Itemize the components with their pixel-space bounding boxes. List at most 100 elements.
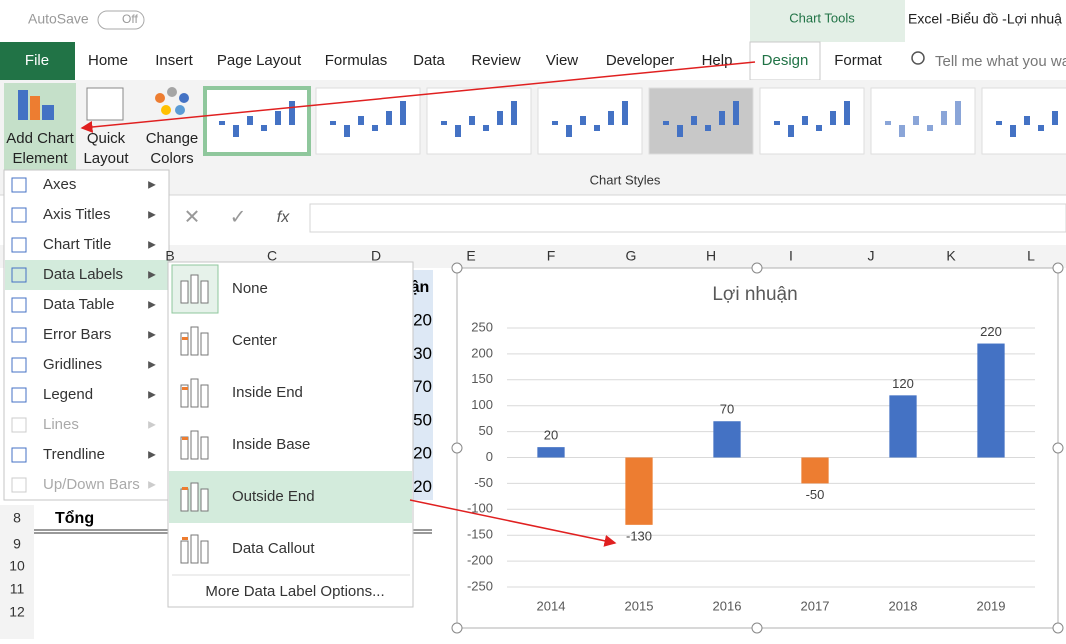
column-header: F (547, 248, 556, 264)
submenu-icon (200, 488, 209, 512)
menu-item[interactable]: Data Labels (43, 266, 123, 283)
ribbon-tab[interactable]: File (25, 52, 49, 69)
thumb-bar (733, 101, 739, 125)
ribbon-button-label[interactable]: Layout (83, 150, 129, 167)
row-header-bar (0, 505, 34, 639)
row-header: 11 (10, 581, 25, 597)
menu-icon (11, 387, 27, 403)
ribbon-tab[interactable]: Data (413, 52, 445, 69)
column-header: G (626, 248, 637, 264)
thumb-bar (941, 111, 947, 125)
ribbon-tab[interactable]: Formulas (325, 52, 388, 69)
fx-label[interactable]: fx (277, 209, 290, 226)
submenu-icon (190, 482, 199, 512)
menu-item[interactable]: Error Bars (43, 326, 111, 343)
icon (42, 105, 54, 120)
menu-item[interactable]: Gridlines (43, 356, 102, 373)
resize-handle[interactable] (751, 622, 763, 634)
submenu-item[interactable]: Inside End (232, 384, 303, 401)
ribbon-tab[interactable]: Format (834, 52, 882, 69)
annotation-arrow (409, 499, 617, 547)
formula-input[interactable] (309, 203, 1066, 233)
thumb-bar (1024, 116, 1030, 125)
submenu-icon (190, 274, 199, 304)
cell-text: 30 (413, 344, 432, 363)
menu-item[interactable]: Axis Titles (43, 206, 111, 223)
menu-item[interactable]: Axes (43, 176, 76, 193)
submenu-item[interactable]: Inside Base (232, 436, 310, 453)
menu-item[interactable]: Trendline (43, 446, 105, 463)
submenu-arrow: ▶ (148, 210, 156, 221)
submenu-item[interactable]: Center (232, 332, 277, 349)
ribbon-button-label[interactable]: Add Chart (6, 130, 74, 147)
file-tab-bg[interactable] (0, 42, 75, 80)
submenu-item[interactable]: Outside End (232, 488, 315, 505)
icon (30, 96, 40, 120)
ribbon-button-label[interactable]: Colors (150, 150, 193, 167)
ribbon-button-label[interactable]: Change (146, 130, 199, 147)
label-marker (182, 337, 188, 340)
submenu-icon (180, 436, 189, 460)
bar (713, 421, 741, 458)
submenu-arrow: ▶ (148, 240, 156, 251)
y-tick-label: -100 (467, 501, 493, 516)
submenu-icon (200, 540, 209, 564)
menu-item[interactable]: Legend (43, 386, 93, 403)
submenu-item[interactable]: Data Callout (232, 540, 315, 557)
resize-handle[interactable] (451, 262, 463, 274)
ribbon-tab[interactable]: Page Layout (217, 52, 302, 69)
chart-styles-gallery[interactable] (203, 86, 1066, 156)
thumb-bar (497, 111, 503, 125)
menu-icon (11, 297, 27, 313)
ribbon-tab[interactable]: View (546, 52, 578, 69)
ribbon-tab[interactable]: Developer (606, 52, 674, 69)
thumb-bar (358, 116, 364, 125)
selected-range (413, 270, 433, 500)
menu-item[interactable]: Data Table (43, 296, 114, 313)
column-header: I (789, 248, 793, 264)
thumb-bar (275, 111, 281, 125)
menu-icon (11, 357, 27, 373)
thumb-bar (608, 111, 614, 125)
submenu-item[interactable]: None (232, 280, 268, 297)
menu-icon (11, 267, 27, 283)
resize-handle[interactable] (1052, 442, 1064, 454)
thumb-bar (788, 125, 794, 137)
ribbon-tab[interactable]: Review (471, 52, 520, 69)
resize-handle[interactable] (451, 622, 463, 634)
ribbon-tab[interactable]: Home (88, 52, 128, 69)
ribbon-tab[interactable]: Design (762, 52, 809, 69)
menu-item: Up/Down Bars (43, 476, 140, 493)
x-tick-label: 2014 (537, 598, 566, 613)
column-header: D (371, 248, 381, 264)
resize-handle[interactable] (451, 442, 463, 454)
thumb-bar (372, 125, 378, 131)
thumb-bar (330, 121, 336, 125)
thumb-bar (441, 121, 447, 125)
ribbon-tab[interactable]: Insert (155, 52, 193, 69)
submenu-arrow: ▶ (148, 360, 156, 371)
data-label: 220 (980, 324, 1002, 339)
ribbon-button-label[interactable]: Quick (87, 130, 126, 147)
y-tick-label: 200 (471, 345, 493, 360)
resize-handle[interactable] (1052, 262, 1064, 274)
tell-me[interactable]: Tell me what you wa (935, 53, 1066, 70)
resize-handle[interactable] (1052, 622, 1064, 634)
row-header: 12 (9, 604, 25, 620)
icon (86, 87, 124, 121)
submenu-arrow: ▶ (148, 180, 156, 191)
menu-icon (11, 177, 27, 193)
submenu-icon (200, 436, 209, 460)
ribbon-button-label[interactable]: Element (12, 150, 68, 167)
thumb-bar (705, 125, 711, 131)
resize-handle[interactable] (751, 262, 763, 274)
data-label: 70 (720, 402, 734, 417)
menu-item: Lines (43, 416, 79, 433)
autosave-toggle[interactable] (97, 10, 145, 30)
thumb-bar (566, 125, 572, 137)
submenu-item[interactable]: More Data Label Options... (205, 583, 384, 600)
menu-item[interactable]: Chart Title (43, 236, 111, 253)
submenu-icon (180, 488, 189, 512)
submenu-icon (180, 540, 189, 564)
thumb-bar (899, 125, 905, 137)
